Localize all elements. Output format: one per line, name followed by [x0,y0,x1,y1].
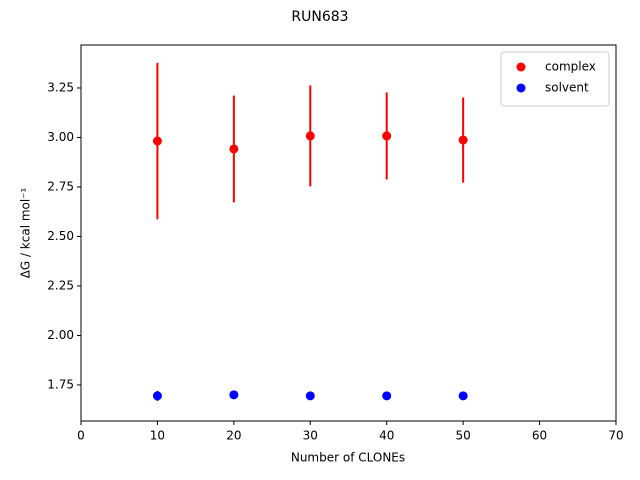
legend-label: solvent [545,81,589,95]
legend-marker [516,83,526,93]
x-tick-label: 30 [303,429,318,443]
point [152,391,162,401]
point [305,391,315,401]
point [229,144,239,154]
point [382,391,392,401]
legend-marker [516,62,526,72]
y-tick-label: 2.25 [47,278,74,292]
x-tick-label: 0 [77,429,85,443]
point [152,136,162,146]
point [229,390,239,400]
y-tick-label: 3.00 [47,130,74,144]
legend-box [500,51,610,107]
x-tick-label: 70 [608,429,623,443]
point [305,131,315,141]
x-tick-label: 50 [456,429,471,443]
legend-label: complex [545,60,596,74]
x-tick-label: 40 [379,429,394,443]
y-tick-label: 3.25 [47,80,74,94]
point [458,135,468,145]
axes-frame [80,44,617,422]
y-axis-label: ΔG / kcal mol⁻¹ [19,187,33,278]
chart-title: RUN683 [291,9,348,25]
x-tick-label: 10 [150,429,165,443]
point [382,131,392,141]
x-axis-label: Number of CLONEs [291,451,405,465]
y-tick-label: 2.50 [47,229,74,243]
y-tick-label: 1.75 [47,377,74,391]
y-tick-label: 2.00 [47,328,74,342]
x-tick-label: 20 [226,429,241,443]
y-tick-label: 2.75 [47,179,74,193]
x-tick-label: 60 [532,429,547,443]
point [458,391,468,401]
